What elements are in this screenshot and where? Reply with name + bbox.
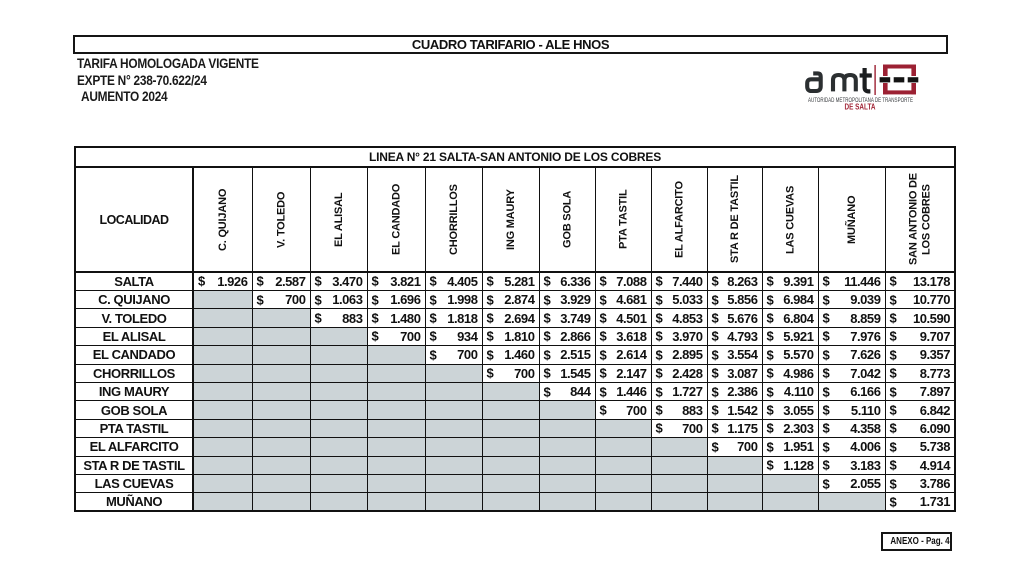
- svg-text:DE SALTA: DE SALTA: [845, 103, 876, 112]
- svg-text:AUTORIDAD METROPOLITANA DE TRA: AUTORIDAD METROPOLITANA DE TRANSPORTE: [808, 98, 913, 104]
